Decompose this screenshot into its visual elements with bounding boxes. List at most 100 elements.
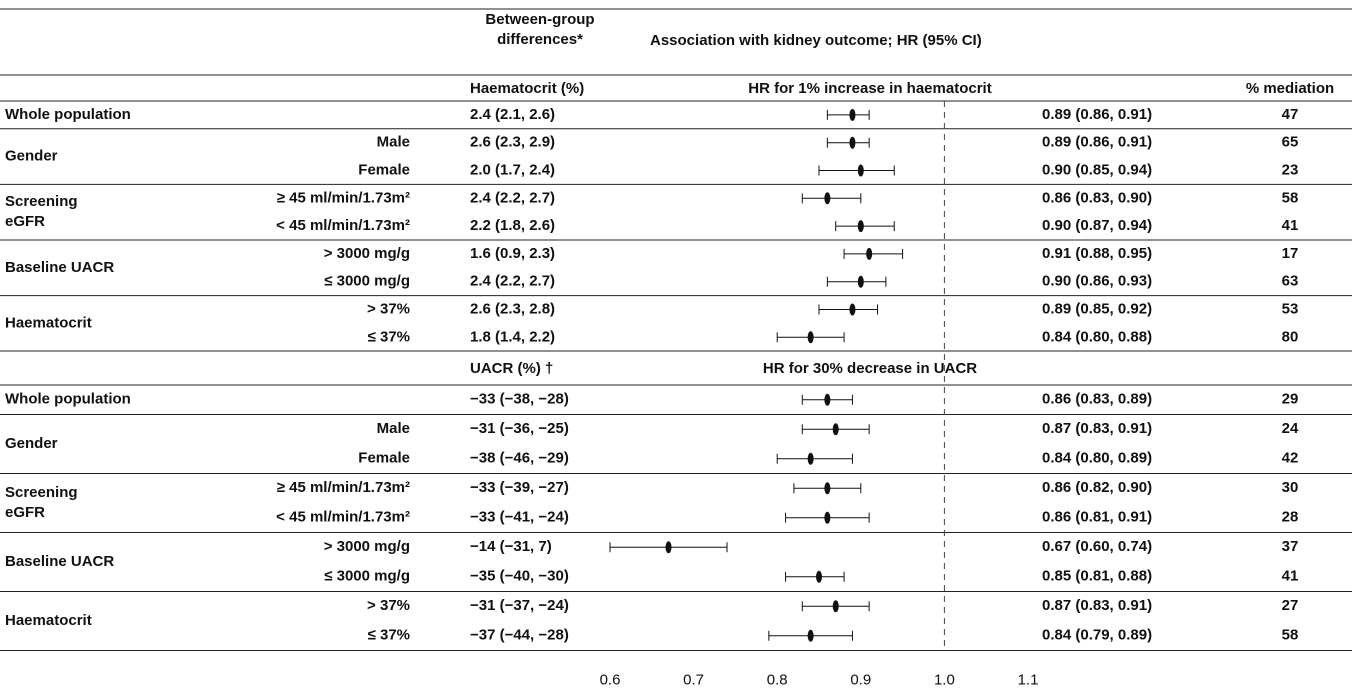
group-label: Whole population — [5, 106, 131, 123]
hr-subheader: HR for 30% decrease in UACR — [763, 360, 977, 377]
hr-label: 0.86 (0.82, 0.90) — [1042, 479, 1152, 496]
difference: 2.4 (2.1, 2.6) — [470, 106, 555, 123]
hazard-ratio-point — [857, 220, 864, 233]
association-header: Association with kidney outcome; HR (95%… — [650, 32, 982, 49]
difference: −38 (−46, −29) — [470, 450, 569, 467]
confidence-interval — [776, 453, 853, 464]
subgroup-label: > 3000 mg/g — [324, 538, 410, 555]
difference: −33 (−39, −27) — [470, 479, 569, 496]
subgroup-label: > 37% — [367, 300, 410, 317]
confidence-interval — [818, 304, 879, 315]
mediation: 41 — [1282, 568, 1299, 585]
subgroup-label: ≥ 45 ml/min/1.73m² — [277, 189, 410, 206]
hazard-ratio-point — [857, 275, 864, 288]
hr-label: 0.90 (0.87, 0.94) — [1042, 217, 1152, 234]
hazard-ratio-point — [824, 192, 831, 205]
confidence-interval — [843, 248, 904, 259]
subgroup-label: < 45 ml/min/1.73m² — [276, 509, 410, 526]
mediation: 65 — [1282, 134, 1299, 151]
group-label: Gender — [5, 148, 58, 165]
difference: −33 (−41, −24) — [470, 509, 569, 526]
mediation: 41 — [1282, 217, 1299, 234]
hr-label: 0.84 (0.79, 0.89) — [1042, 627, 1152, 644]
subgroup-label: Female — [358, 450, 410, 467]
x-tick-label: 0.9 — [850, 671, 871, 688]
confidence-interval — [835, 221, 895, 232]
confidence-interval — [826, 109, 870, 120]
hr-label: 0.67 (0.60, 0.74) — [1042, 538, 1152, 555]
hazard-ratio-point — [807, 629, 814, 642]
hazard-ratio-point — [816, 570, 822, 583]
mediation: 53 — [1282, 300, 1299, 317]
mediation: 37 — [1282, 538, 1299, 555]
subgroup-label: ≥ 45 ml/min/1.73m² — [277, 479, 410, 496]
hr-label: 0.87 (0.83, 0.91) — [1042, 597, 1152, 614]
hr-label: 0.84 (0.80, 0.88) — [1042, 328, 1152, 345]
subgroup-label: > 37% — [367, 597, 410, 614]
confidence-interval — [826, 276, 887, 287]
difference-header: Between-group differences* — [485, 11, 594, 48]
confidence-interval — [801, 193, 862, 204]
hr-label: 0.89 (0.85, 0.92) — [1042, 300, 1152, 317]
mediation: 80 — [1282, 328, 1299, 345]
group-label: Haematocrit — [5, 612, 92, 629]
subgroup-label: Female — [358, 161, 410, 178]
group-label: Screening eGFR — [5, 484, 78, 521]
difference: −31 (−37, −24) — [470, 597, 569, 614]
group-label: Whole population — [5, 391, 131, 408]
group-label: Baseline UACR — [5, 259, 114, 276]
hr-label: 0.90 (0.86, 0.93) — [1042, 273, 1152, 290]
mediation: 29 — [1282, 391, 1299, 408]
hr-label: 0.87 (0.83, 0.91) — [1042, 420, 1152, 437]
subgroup-label: ≤ 37% — [368, 627, 410, 644]
mediation: 30 — [1282, 479, 1299, 496]
hazard-ratio-point — [849, 303, 856, 316]
hazard-ratio-point — [807, 331, 814, 344]
difference: 2.4 (2.2, 2.7) — [470, 189, 555, 206]
hr-label: 0.86 (0.83, 0.90) — [1042, 189, 1152, 206]
difference: 2.0 (1.7, 2.4) — [470, 161, 555, 178]
subgroup-label: Male — [377, 420, 410, 437]
subgroup-label: ≤ 37% — [368, 328, 410, 345]
x-tick-label: 0.7 — [683, 671, 704, 688]
group-label: Gender — [5, 435, 58, 452]
difference: 2.6 (2.3, 2.9) — [470, 134, 555, 151]
mediation: 42 — [1282, 450, 1299, 467]
hazard-ratio-point — [832, 423, 839, 436]
difference: 2.6 (2.3, 2.8) — [470, 300, 555, 317]
difference-subheader: UACR (%) † — [470, 360, 553, 377]
mediation: 47 — [1282, 106, 1299, 123]
hazard-ratio-point — [849, 108, 856, 121]
group-label: Haematocrit — [5, 314, 92, 331]
hazard-ratio-point — [824, 393, 831, 406]
confidence-interval — [826, 137, 870, 148]
confidence-interval — [818, 165, 895, 176]
difference: −37 (−44, −28) — [470, 627, 569, 644]
hazard-ratio-point — [866, 247, 873, 260]
x-tick-label: 0.6 — [600, 671, 621, 688]
hr-label: 0.89 (0.86, 0.91) — [1042, 134, 1152, 151]
hazard-ratio-point — [665, 541, 672, 554]
x-tick-label: 1.1 — [1018, 671, 1039, 688]
hr-label: 0.86 (0.83, 0.89) — [1042, 391, 1152, 408]
mediation: 28 — [1282, 509, 1299, 526]
mediation: 58 — [1282, 189, 1299, 206]
subgroup-label: < 45 ml/min/1.73m² — [276, 217, 410, 234]
x-tick-label: 0.8 — [767, 671, 788, 688]
group-label: Screening eGFR — [5, 193, 78, 230]
hazard-ratio-point — [857, 164, 864, 177]
difference: 2.2 (1.8, 2.6) — [470, 217, 555, 234]
difference: 2.4 (2.2, 2.7) — [470, 273, 555, 290]
subgroup-label: > 3000 mg/g — [324, 245, 410, 262]
subgroup-label: ≤ 3000 mg/g — [324, 273, 410, 290]
subgroup-label: Male — [377, 134, 410, 151]
difference: −14 (−31, 7) — [470, 538, 552, 555]
difference-subheader: Haematocrit (%) — [470, 80, 584, 97]
difference: −35 (−40, −30) — [470, 568, 569, 585]
hr-label: 0.90 (0.85, 0.94) — [1042, 161, 1152, 178]
hr-label: 0.89 (0.86, 0.91) — [1042, 106, 1152, 123]
difference: 1.6 (0.9, 2.3) — [470, 245, 555, 262]
mediation: 63 — [1282, 273, 1299, 290]
